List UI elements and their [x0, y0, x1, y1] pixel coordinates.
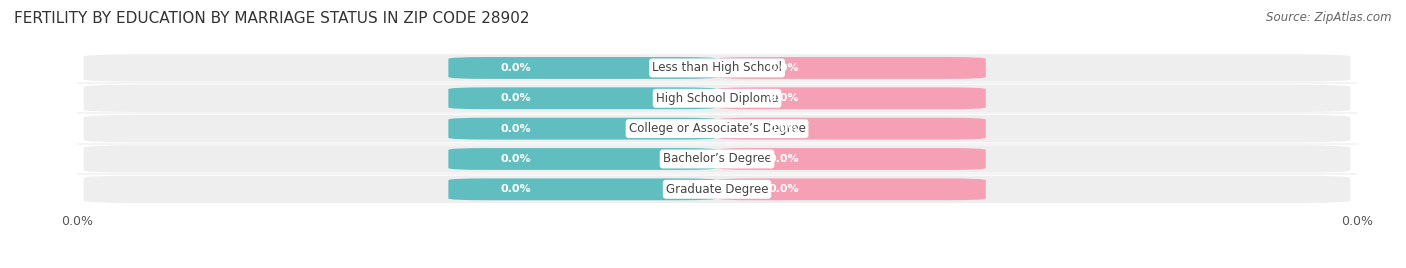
Text: 0.0%: 0.0% [501, 124, 531, 134]
FancyBboxPatch shape [717, 57, 986, 79]
Text: 0.0%: 0.0% [501, 154, 531, 164]
Text: 0.0%: 0.0% [501, 63, 531, 73]
FancyBboxPatch shape [84, 115, 1350, 142]
Text: Graduate Degree: Graduate Degree [666, 183, 768, 196]
Text: Less than High School: Less than High School [652, 61, 782, 75]
FancyBboxPatch shape [449, 178, 717, 200]
Text: 0.0%: 0.0% [769, 154, 800, 164]
Text: Source: ZipAtlas.com: Source: ZipAtlas.com [1267, 11, 1392, 24]
FancyBboxPatch shape [717, 118, 986, 140]
Text: High School Diploma: High School Diploma [655, 92, 779, 105]
Text: College or Associate’s Degree: College or Associate’s Degree [628, 122, 806, 135]
FancyBboxPatch shape [449, 118, 717, 140]
Text: 0.0%: 0.0% [501, 93, 531, 103]
FancyBboxPatch shape [84, 145, 1350, 173]
FancyBboxPatch shape [449, 57, 717, 79]
FancyBboxPatch shape [84, 85, 1350, 112]
FancyBboxPatch shape [449, 148, 717, 170]
Text: Bachelor’s Degree: Bachelor’s Degree [662, 152, 772, 165]
Text: 0.0%: 0.0% [769, 124, 800, 134]
Text: 0.0%: 0.0% [501, 184, 531, 194]
FancyBboxPatch shape [717, 148, 986, 170]
FancyBboxPatch shape [717, 178, 986, 200]
FancyBboxPatch shape [449, 87, 717, 109]
Text: 0.0%: 0.0% [769, 184, 800, 194]
FancyBboxPatch shape [84, 54, 1350, 82]
Text: 0.0%: 0.0% [769, 63, 800, 73]
FancyBboxPatch shape [84, 176, 1350, 203]
Text: FERTILITY BY EDUCATION BY MARRIAGE STATUS IN ZIP CODE 28902: FERTILITY BY EDUCATION BY MARRIAGE STATU… [14, 11, 530, 26]
Text: 0.0%: 0.0% [769, 93, 800, 103]
FancyBboxPatch shape [717, 87, 986, 109]
